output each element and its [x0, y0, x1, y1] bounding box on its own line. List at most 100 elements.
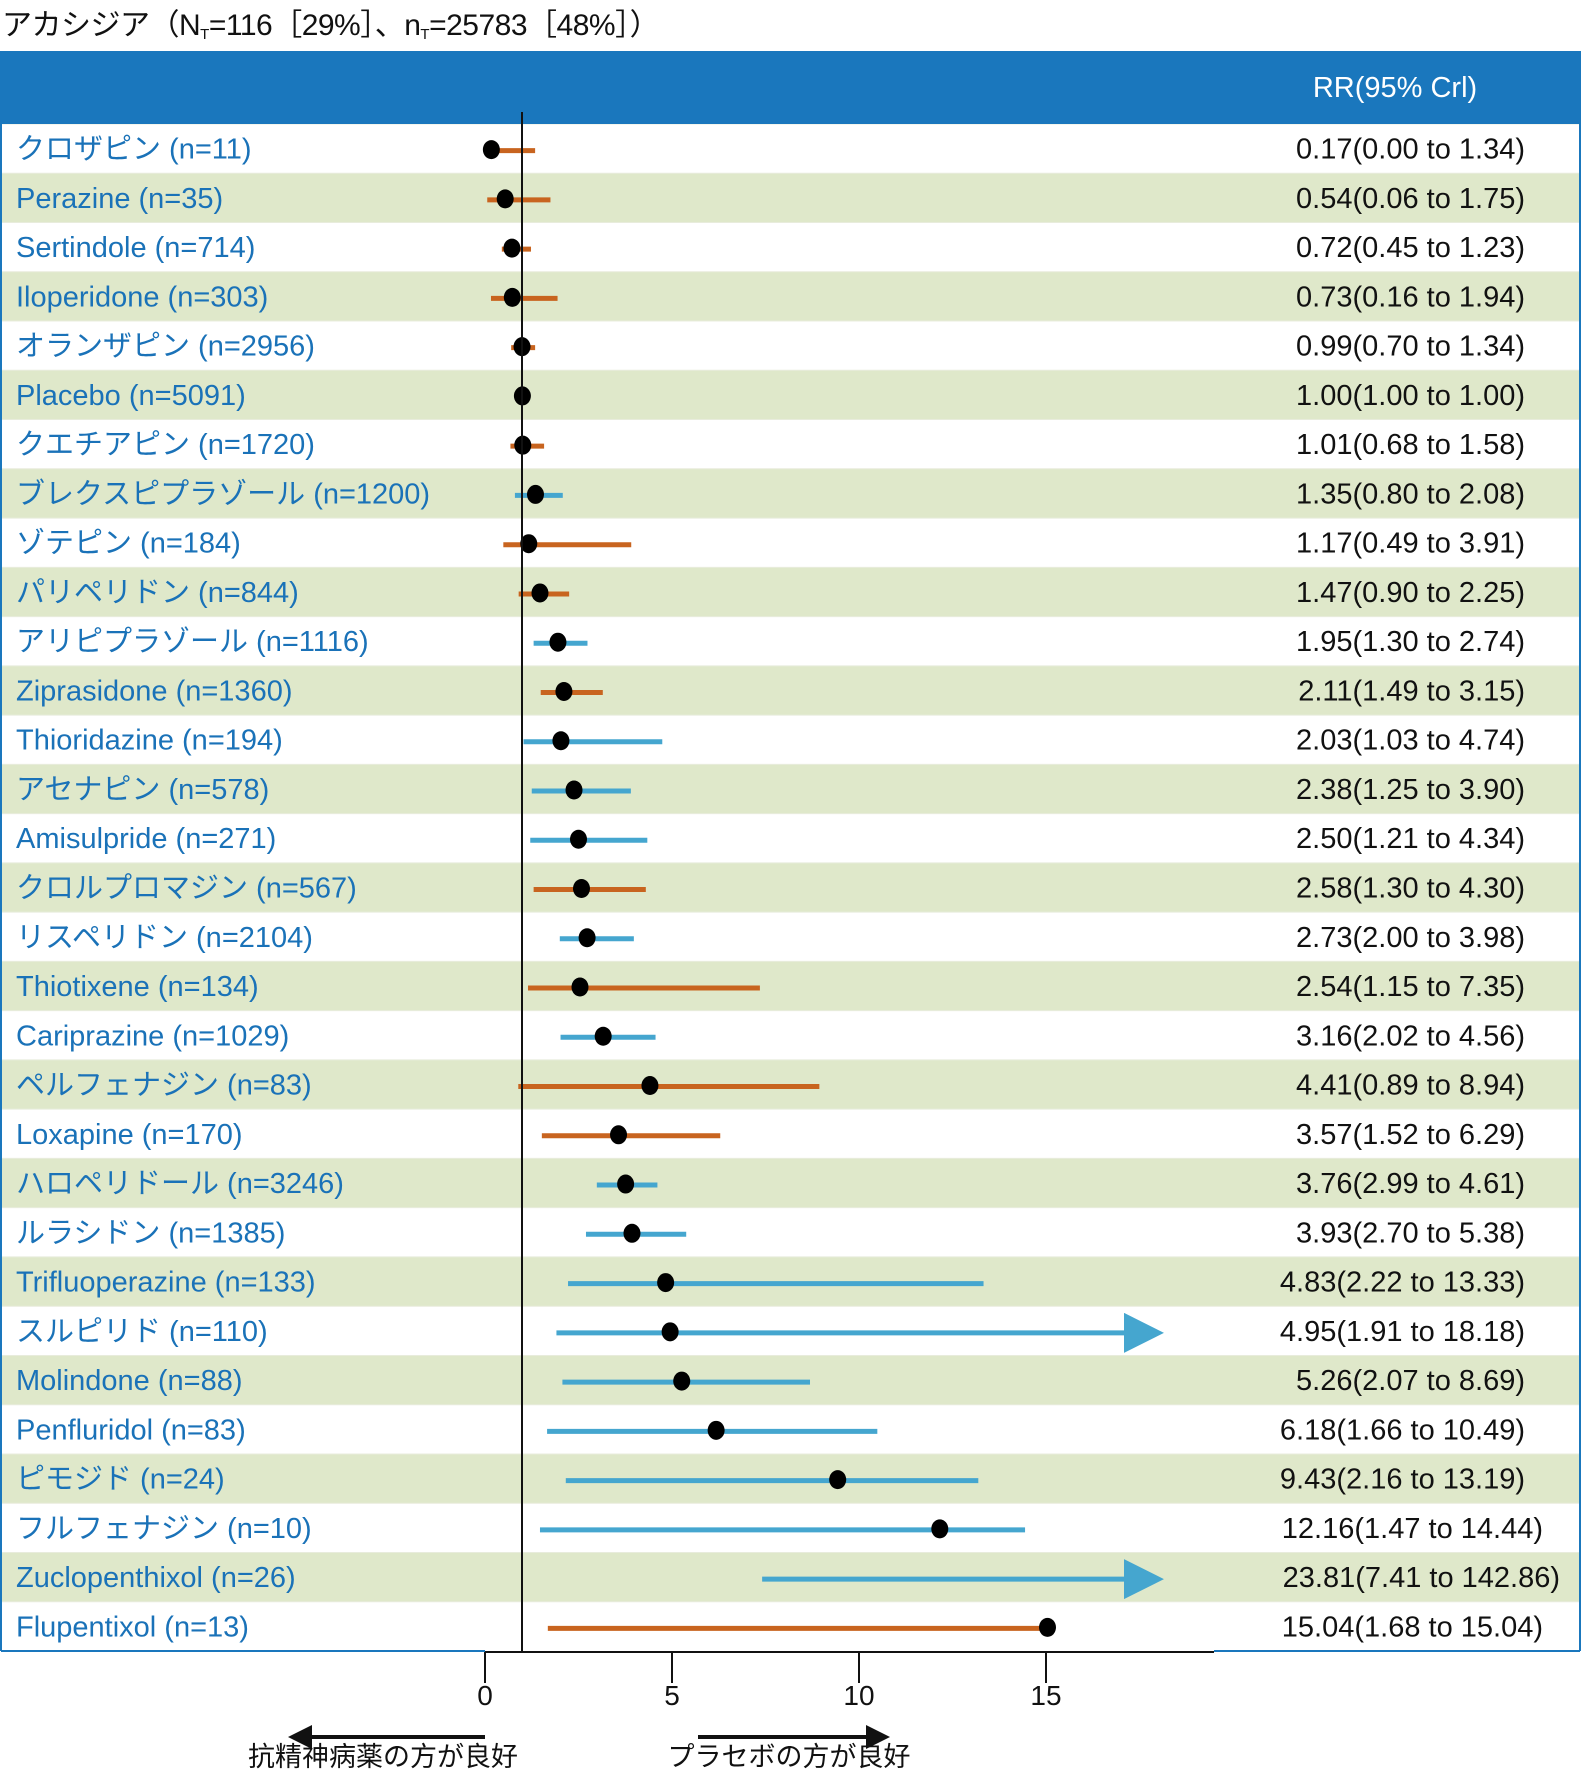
row-label: Ziprasidone (n=1360)	[16, 675, 292, 707]
x-tick-label: 15	[1030, 1680, 1061, 1711]
point-estimate	[571, 977, 589, 997]
title-n-sub: T	[420, 26, 430, 43]
table-row	[1, 960, 1579, 1011]
row-background	[1, 665, 1579, 716]
row-label: Penfluridol (n=83)	[16, 1414, 246, 1446]
table-row	[1, 172, 1579, 223]
table-row	[1, 1207, 1579, 1257]
row-label: Molindone (n=88)	[16, 1365, 243, 1397]
rr-value: 4.41(0.89 to 8.94)	[1296, 1070, 1525, 1102]
title-n-value: =25783［48%］）	[429, 9, 660, 42]
row-label: ブレクスピプラゾール (n=1200)	[16, 477, 430, 510]
title-N-value: =116［29%］、	[208, 9, 405, 42]
rr-value: 3.93(2.70 to 5.38)	[1296, 1217, 1525, 1249]
point-estimate	[503, 287, 521, 307]
table-row	[1, 714, 1579, 765]
row-label: Placebo (n=5091)	[16, 380, 246, 412]
title-N-sub: T	[200, 26, 209, 43]
row-background	[1, 1010, 1579, 1060]
rr-value: 2.50(1.21 to 4.34)	[1296, 823, 1525, 855]
row-label: ゾテピン (n=184)	[16, 527, 241, 560]
row-label: リスペリドン (n=2104)	[16, 922, 313, 954]
title-n-label: n	[404, 9, 421, 42]
row-background	[1, 961, 1579, 1011]
row-label: Amisulpride (n=271)	[16, 823, 276, 855]
row-background	[1, 764, 1579, 814]
rr-value: 0.17(0.00 to 1.34)	[1296, 134, 1525, 166]
table-row	[1, 468, 1579, 519]
row-label: ルラシドン (n=1385)	[16, 1217, 285, 1249]
row-background	[1, 321, 1579, 371]
x-tick-label: 5	[664, 1680, 680, 1711]
point-estimate	[572, 879, 590, 898]
rr-value: 6.18(1.66 to 10.49)	[1280, 1414, 1525, 1446]
rr-value: 4.83(2.22 to 13.33)	[1280, 1267, 1525, 1299]
x-tick-label: 10	[843, 1680, 874, 1711]
left-direction-label: 抗精神病薬の方が良好	[248, 1742, 518, 1771]
row-label: クロルプロマジン (n=567)	[16, 873, 357, 905]
row-background	[1, 468, 1579, 519]
rr-value: 0.72(0.45 to 1.23)	[1296, 232, 1525, 264]
table-row	[1, 911, 1579, 962]
rr-value: 15.04(1.68 to 15.04)	[1282, 1611, 1543, 1643]
rr-value: 2.73(2.00 to 3.98)	[1296, 922, 1525, 954]
rr-value: 3.57(1.52 to 6.29)	[1296, 1119, 1525, 1151]
rr-value: 3.76(2.99 to 4.61)	[1296, 1168, 1525, 1200]
row-background	[1, 813, 1579, 863]
point-estimate	[552, 731, 570, 751]
rr-value: 1.17(0.49 to 3.91)	[1296, 528, 1525, 560]
row-background	[1, 518, 1579, 568]
rr-value: 3.16(2.02 to 4.56)	[1296, 1020, 1525, 1052]
point-estimate	[641, 1076, 659, 1096]
row-label: Trifluoperazine (n=133)	[16, 1267, 316, 1299]
rr-value: 1.00(1.00 to 1.00)	[1296, 380, 1525, 412]
row-background	[1, 173, 1579, 223]
rr-value: 23.81(7.41 to 142.86)	[1283, 1562, 1560, 1594]
table-row	[1, 517, 1579, 568]
table-row	[1, 271, 1579, 322]
rr-value: 5.26(2.07 to 8.69)	[1296, 1365, 1525, 1397]
table-row	[1, 813, 1579, 863]
row-background	[1, 419, 1579, 469]
row-background	[1, 124, 1579, 174]
point-estimate	[578, 928, 596, 948]
row-label: フルフェナジン (n=10)	[16, 1513, 312, 1545]
point-estimate	[1038, 1617, 1056, 1637]
row-label: Iloperidone (n=303)	[16, 281, 268, 313]
table-row	[1, 369, 1579, 420]
rr-value: 2.11(1.49 to 3.15)	[1298, 675, 1525, 707]
row-background	[1, 912, 1579, 962]
row-label: Zuclopenthixol (n=26)	[16, 1562, 296, 1594]
rr-value: 9.43(2.16 to 13.19)	[1280, 1464, 1525, 1496]
point-estimate	[623, 1223, 641, 1243]
rr-value: 0.73(0.16 to 1.94)	[1296, 281, 1525, 313]
table-row	[1, 320, 1579, 371]
table-row	[1, 1010, 1579, 1060]
table-row	[1, 1157, 1579, 1208]
row-background	[1, 1207, 1579, 1257]
title-outcome: アカシジア	[2, 9, 150, 42]
point-estimate	[503, 238, 521, 258]
row-background	[1, 370, 1579, 420]
rr-value: 2.38(1.25 to 3.90)	[1296, 774, 1525, 806]
row-label: クエチアピン (n=1720)	[16, 429, 315, 461]
point-estimate	[520, 534, 538, 554]
chart-title: アカシジア（NT=116［29%］、nT=25783［48%］）	[2, 0, 660, 44]
point-estimate	[555, 681, 573, 701]
row-label: アリピプラゾール (n=1116)	[16, 625, 369, 658]
table-header	[1, 51, 1579, 124]
row-label: Sertindole (n=714)	[16, 232, 255, 264]
rr-value: 4.95(1.91 to 18.18)	[1280, 1316, 1525, 1348]
point-estimate	[594, 1026, 612, 1046]
row-background	[1, 715, 1579, 765]
point-estimate	[526, 484, 544, 504]
rr-value: 1.35(0.80 to 2.08)	[1296, 478, 1525, 510]
point-estimate	[661, 1322, 679, 1342]
row-label: Cariprazine (n=1029)	[16, 1020, 289, 1052]
table-row	[1, 1108, 1579, 1159]
row-label: Perazine (n=35)	[16, 183, 223, 215]
right-direction-label: プラセボの方が良好	[668, 1742, 911, 1771]
row-background	[1, 1109, 1579, 1159]
point-estimate	[565, 780, 583, 800]
